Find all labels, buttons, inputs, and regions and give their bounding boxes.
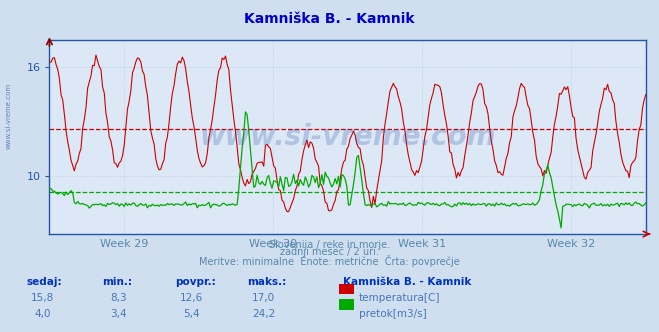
Text: pretok[m3/s]: pretok[m3/s]	[359, 309, 427, 319]
Text: Kamniška B. - Kamnik: Kamniška B. - Kamnik	[244, 12, 415, 26]
Text: min.:: min.:	[102, 277, 132, 287]
Text: povpr.:: povpr.:	[175, 277, 215, 287]
Text: 5,4: 5,4	[183, 309, 200, 319]
Text: temperatura[C]: temperatura[C]	[359, 293, 441, 303]
Text: 24,2: 24,2	[252, 309, 275, 319]
Text: 12,6: 12,6	[179, 293, 203, 303]
Text: 3,4: 3,4	[110, 309, 127, 319]
Text: 8,3: 8,3	[110, 293, 127, 303]
Text: Kamniška B. - Kamnik: Kamniška B. - Kamnik	[343, 277, 471, 287]
Text: www.si-vreme.com: www.si-vreme.com	[200, 123, 496, 151]
Text: 4,0: 4,0	[34, 309, 51, 319]
Text: zadnji mesec / 2 uri.: zadnji mesec / 2 uri.	[280, 247, 379, 257]
Text: Meritve: minimalne  Enote: metrične  Črta: povprečje: Meritve: minimalne Enote: metrične Črta:…	[199, 255, 460, 267]
Text: 15,8: 15,8	[31, 293, 55, 303]
Text: 17,0: 17,0	[252, 293, 275, 303]
Text: maks.:: maks.:	[247, 277, 287, 287]
Text: www.si-vreme.com: www.si-vreme.com	[5, 83, 11, 149]
Text: Slovenija / reke in morje.: Slovenija / reke in morje.	[269, 240, 390, 250]
Text: sedaj:: sedaj:	[26, 277, 62, 287]
